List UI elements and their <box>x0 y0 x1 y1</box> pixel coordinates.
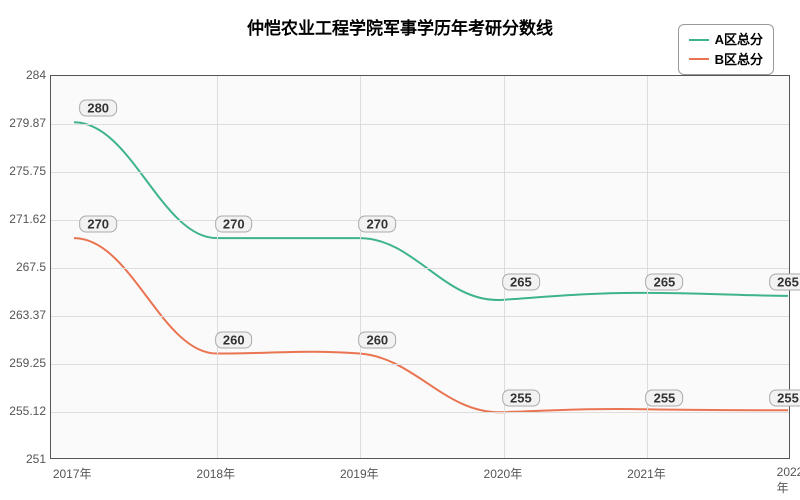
legend-label-a: A区总分 <box>715 30 763 50</box>
x-tick-label: 2019年 <box>340 465 379 482</box>
gridline-h <box>51 316 789 317</box>
legend-item-a: A区总分 <box>689 30 763 50</box>
x-tick-label: 2022年 <box>777 465 800 496</box>
y-tick-label: 251 <box>26 452 46 466</box>
x-tick-label: 2020年 <box>484 465 523 482</box>
chart-container: 仲恺农业工程学院军事学历年考研分数线 A区总分 B区总分 251 255.12 25… <box>0 0 800 500</box>
line-series-a <box>74 122 788 300</box>
data-label: 255 <box>769 390 800 407</box>
gridline-h <box>51 172 789 173</box>
legend: A区总分 B区总分 <box>678 24 774 75</box>
data-label: 255 <box>502 390 540 407</box>
gridline-h <box>51 220 789 221</box>
y-tick-label: 255.12 <box>9 404 46 418</box>
x-tick-label: 2018年 <box>196 465 235 482</box>
data-label: 265 <box>769 274 800 291</box>
x-tick-label: 2017年 <box>53 465 92 482</box>
data-label: 265 <box>646 274 684 291</box>
gridline-h <box>51 364 789 365</box>
y-tick-label: 275.75 <box>9 164 46 178</box>
y-tick-label: 263.37 <box>9 308 46 322</box>
line-series-b <box>74 238 788 412</box>
data-label: 270 <box>79 215 117 232</box>
legend-swatch-b <box>689 58 709 60</box>
y-tick-label: 259.25 <box>9 356 46 370</box>
chart-title: 仲恺农业工程学院军事学历年考研分数线 <box>247 14 553 39</box>
y-tick-label: 279.87 <box>9 116 46 130</box>
gridline-v <box>217 76 218 458</box>
data-label: 280 <box>79 99 117 116</box>
data-label: 260 <box>215 332 253 349</box>
gridline-h <box>51 124 789 125</box>
y-tick-label: 271.62 <box>9 212 46 226</box>
data-label: 265 <box>502 274 540 291</box>
gridline-h <box>51 412 789 413</box>
data-label: 270 <box>215 215 253 232</box>
legend-swatch-a <box>689 39 709 41</box>
legend-item-b: B区总分 <box>689 50 763 70</box>
data-label: 255 <box>646 390 684 407</box>
y-tick-label: 267.5 <box>16 260 46 274</box>
gridline-v <box>360 76 361 458</box>
data-label: 270 <box>358 215 396 232</box>
gridline-h <box>51 268 789 269</box>
legend-label-b: B区总分 <box>715 50 763 70</box>
x-tick-label: 2021年 <box>627 465 666 482</box>
y-tick-label: 284 <box>26 68 46 82</box>
data-label: 260 <box>358 332 396 349</box>
